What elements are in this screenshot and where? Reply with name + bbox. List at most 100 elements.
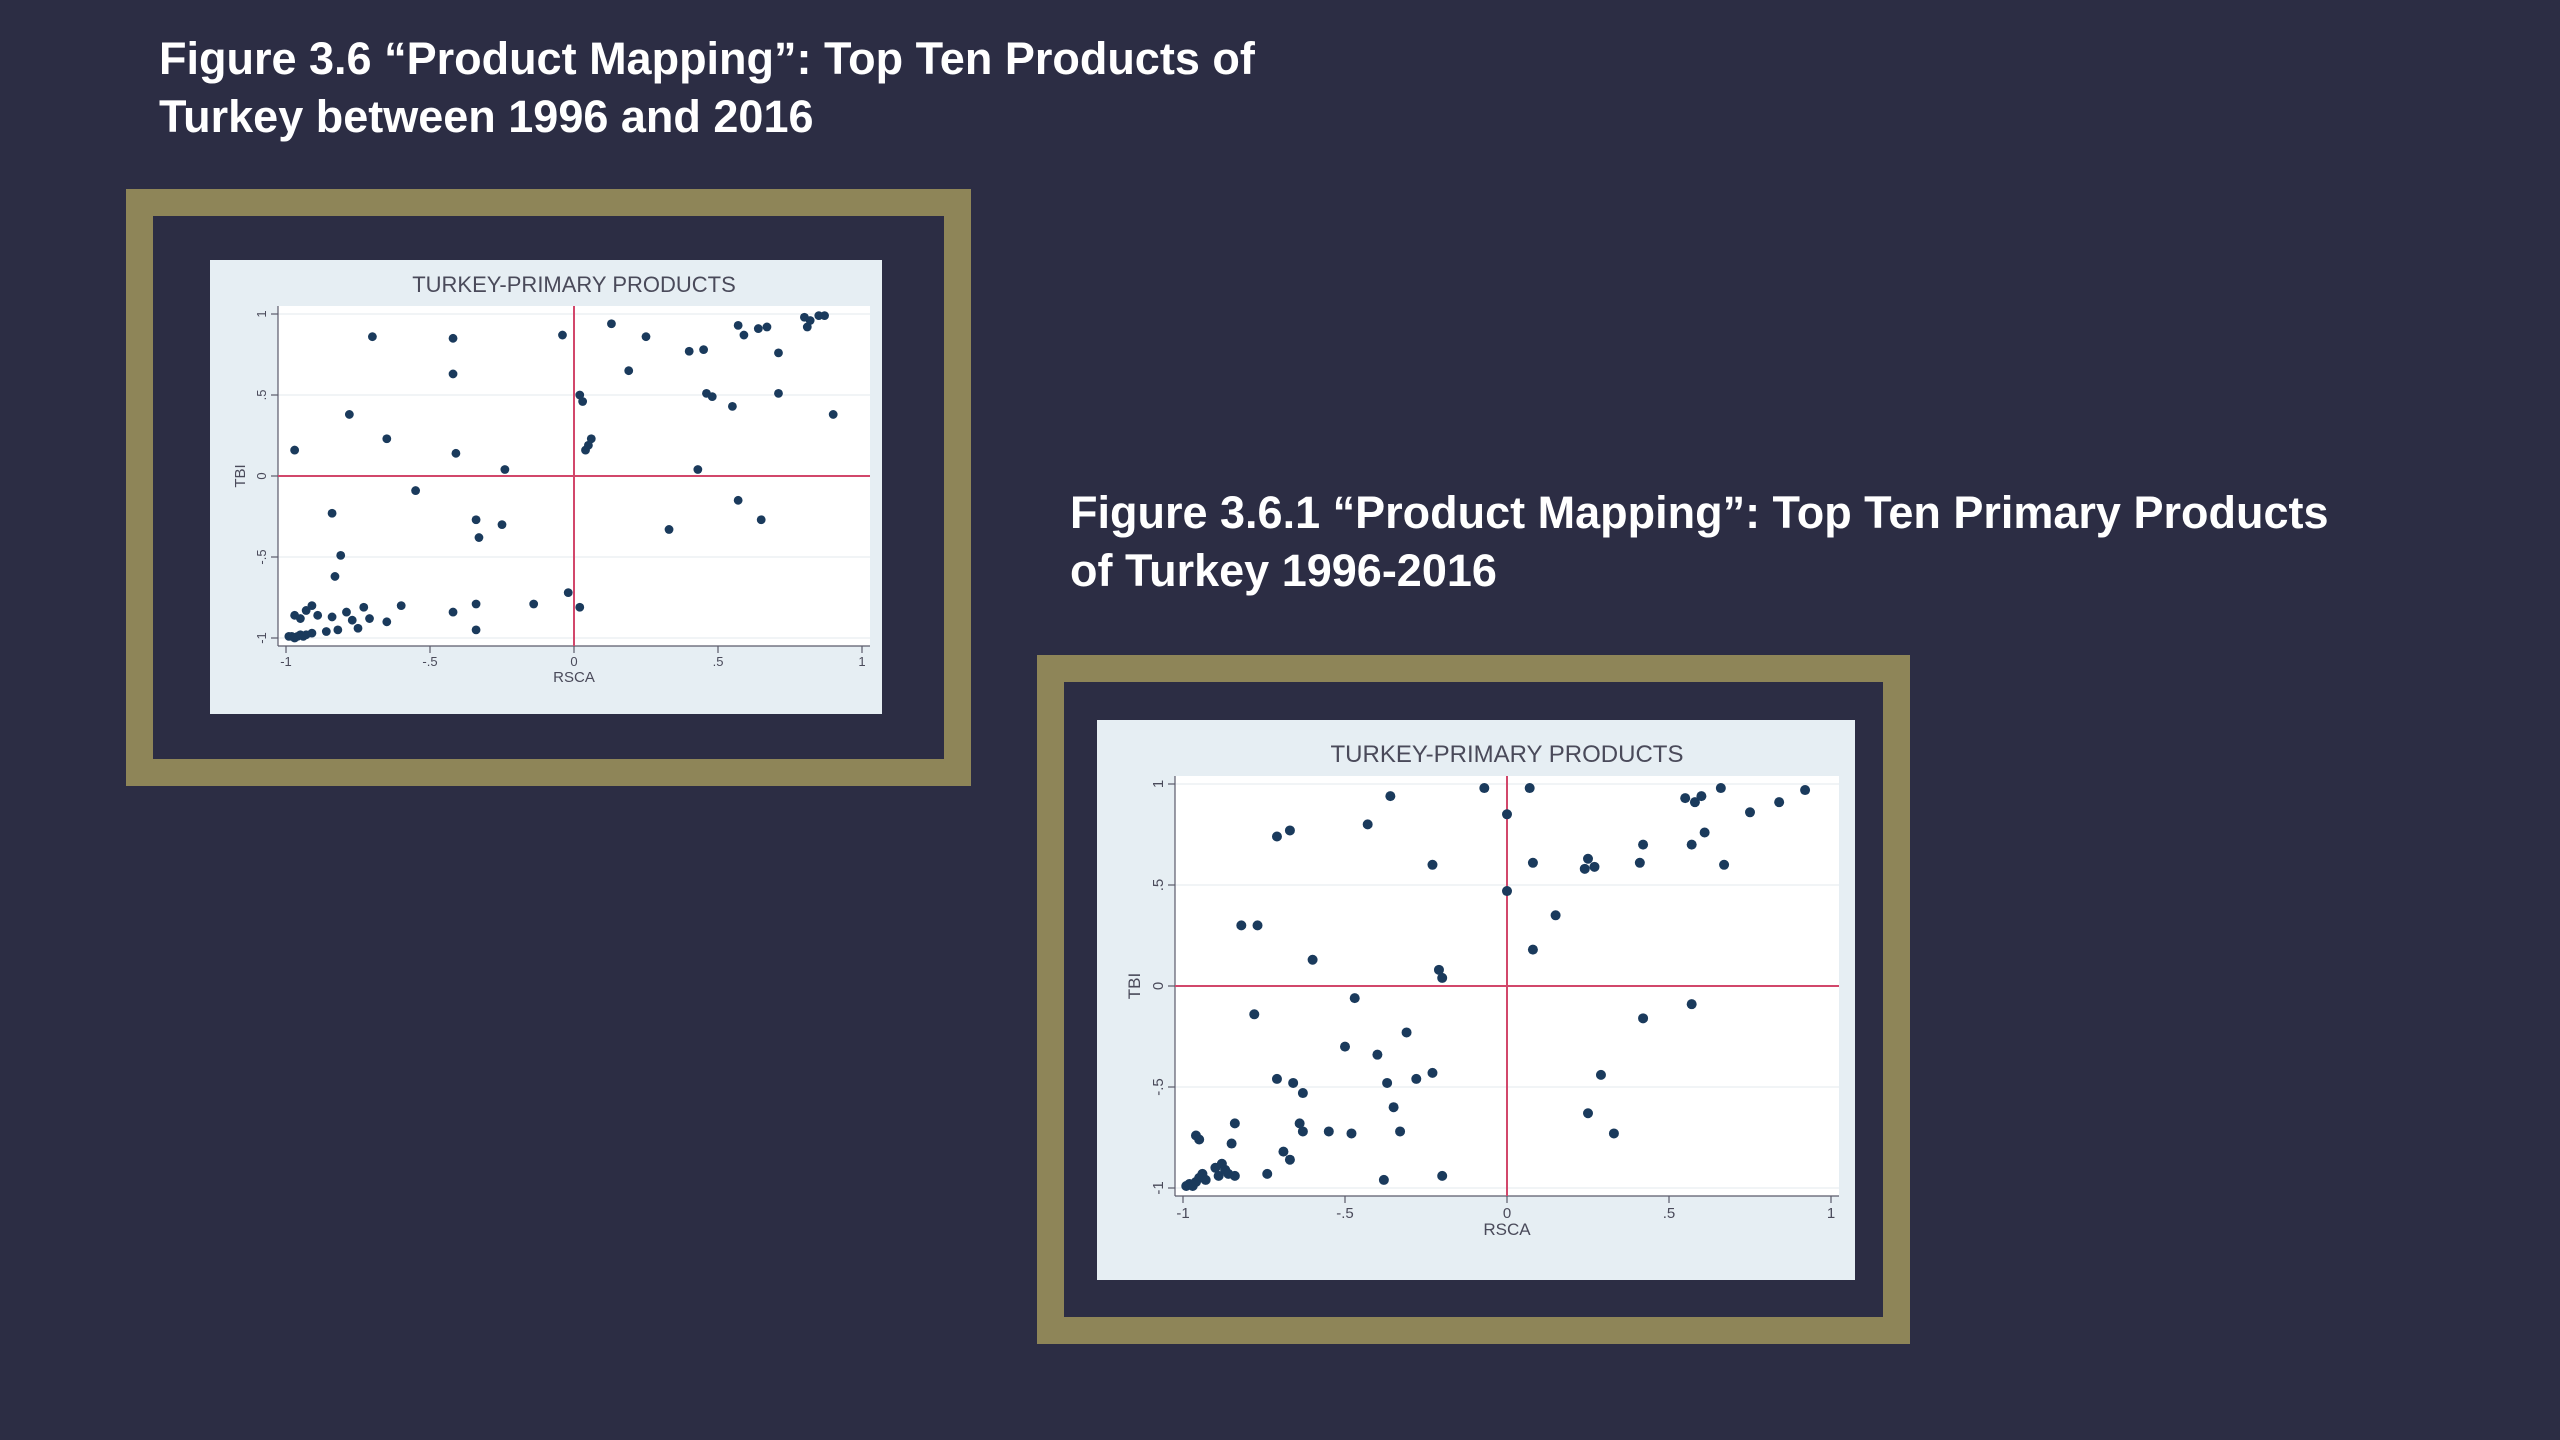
data-point-21	[1294, 1118, 1305, 1129]
data-point-35	[368, 332, 377, 342]
data-point-8	[1213, 1170, 1224, 1181]
data-point-72	[1719, 859, 1730, 870]
data-point-46	[578, 397, 588, 406]
x-tick-label-2: 0	[570, 654, 577, 669]
data-point-39	[411, 486, 420, 495]
data-point-43	[1271, 1073, 1282, 1084]
x-tick-label-3: .5	[713, 654, 724, 669]
data-point-16	[1190, 1130, 1201, 1141]
data-point-19	[1284, 1154, 1295, 1165]
data-point-52	[641, 332, 651, 342]
x-tick-label-2: 0	[1503, 1205, 1511, 1222]
data-point-31	[1401, 1027, 1412, 1038]
data-point-15	[333, 625, 343, 635]
data-point-70	[805, 316, 815, 325]
data-point-50	[1502, 809, 1512, 820]
data-point-50	[607, 319, 616, 329]
data-point-12	[313, 610, 323, 620]
data-point-7	[307, 628, 317, 638]
data-point-38	[1362, 819, 1373, 830]
data-point-28	[575, 602, 585, 612]
data-point-59	[1595, 1069, 1606, 1080]
x-tick-label-3: .5	[1663, 1205, 1676, 1222]
data-point-65	[762, 322, 772, 332]
x-tick-label-4: 1	[858, 654, 865, 669]
x-axis-label: RSCA	[553, 669, 595, 686]
data-point-58	[1589, 861, 1600, 872]
y-tick-label-3: .5	[1150, 879, 1167, 892]
data-point-51	[624, 366, 634, 376]
data-point-59	[728, 401, 737, 411]
data-point-32	[1411, 1073, 1422, 1084]
figure-1-title-line1: Figure 3.6 “Product Mapping”: Top Ten Pr…	[159, 33, 1255, 84]
y-tick-label-2: 0	[254, 472, 269, 479]
data-point-33	[1427, 1067, 1438, 1078]
figure-1-title: Figure 3.6 “Product Mapping”: Top Ten Pr…	[159, 30, 1459, 146]
data-point-10	[301, 606, 311, 615]
data-point-17	[347, 615, 357, 625]
data-point-55	[699, 345, 708, 355]
data-point-35	[1433, 964, 1444, 975]
data-point-40	[500, 465, 510, 474]
y-tick-label-2: 0	[1150, 982, 1167, 990]
data-point-73	[1745, 807, 1755, 818]
data-point-28	[1372, 1049, 1383, 1060]
data-point-48	[1236, 920, 1247, 931]
data-point-17	[1262, 1168, 1273, 1179]
data-point-41	[1284, 825, 1295, 836]
data-point-60	[1583, 1108, 1593, 1119]
data-point-30	[336, 550, 346, 560]
data-point-27	[563, 588, 573, 598]
y-tick-label-4: 1	[254, 310, 269, 317]
figure-1-title-line2: Turkey between 1996 and 2016	[159, 91, 814, 142]
data-point-66	[1686, 839, 1697, 850]
data-point-42	[474, 533, 484, 542]
data-point-22	[396, 601, 406, 610]
data-point-26	[529, 599, 539, 609]
data-point-11	[307, 601, 317, 610]
data-point-62	[733, 495, 743, 505]
data-point-29	[1340, 1041, 1350, 1052]
data-point-71	[1715, 783, 1726, 794]
data-point-63	[1634, 857, 1645, 868]
data-point-65	[1686, 999, 1697, 1010]
data-point-75	[1800, 785, 1811, 796]
data-point-39	[1385, 791, 1396, 802]
x-tick-label-0: -1	[280, 654, 292, 669]
x-tick-label-1: -.5	[422, 654, 437, 669]
data-point-20	[1297, 1126, 1308, 1137]
data-point-49	[1479, 783, 1490, 794]
data-point-37	[448, 369, 458, 379]
y-tick-label-4: 1	[1150, 780, 1167, 788]
data-point-29	[330, 572, 340, 581]
figure-1-chart-panel: TURKEY-PRIMARY PRODUCTS -1 -.5 0 .5 1 -1 -.5 0 .5…	[210, 260, 882, 714]
data-point-25	[471, 599, 481, 609]
y-tick-label-1: -.5	[254, 549, 269, 564]
data-point-70	[1696, 791, 1707, 802]
data-point-33	[344, 410, 354, 419]
data-point-67	[774, 388, 783, 398]
data-point-23	[448, 607, 458, 617]
data-point-54	[1527, 944, 1538, 955]
data-point-26	[1382, 1077, 1393, 1088]
data-point-41	[471, 515, 481, 525]
data-point-37	[1427, 859, 1438, 870]
data-point-24	[471, 625, 481, 635]
data-point-52	[1524, 783, 1535, 794]
data-point-61	[739, 330, 749, 340]
data-point-23	[1346, 1128, 1357, 1139]
data-point-61	[1608, 1128, 1619, 1139]
data-point-42	[1252, 920, 1263, 931]
data-point-34	[382, 434, 392, 444]
x-tick-label-0: -1	[1176, 1205, 1189, 1222]
data-point-51	[1502, 886, 1512, 897]
data-point-18	[353, 623, 363, 633]
data-point-18	[1278, 1146, 1289, 1157]
data-point-64	[1638, 839, 1649, 850]
figure-2-title-line2: of Turkey 1996-2016	[1070, 545, 1497, 596]
y-tick-label-3: .5	[254, 390, 269, 401]
x-axis-label: RSCA	[1483, 1220, 1531, 1239]
data-point-74	[1774, 797, 1785, 808]
data-point-32	[290, 445, 300, 455]
x-tick-label-4: 1	[1827, 1205, 1835, 1222]
